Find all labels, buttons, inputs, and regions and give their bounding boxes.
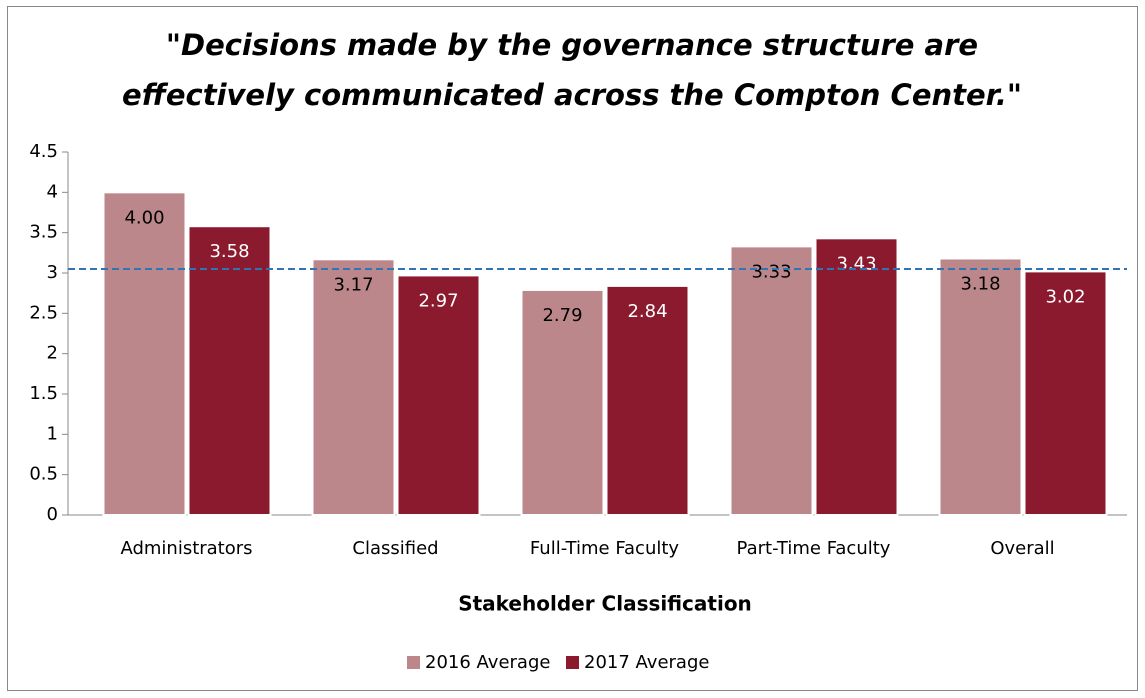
y-tick-label: 4: [47, 181, 58, 202]
chart-title: effectively communicated across the Comp…: [122, 78, 1022, 112]
y-tick-label: 4.5: [29, 141, 58, 162]
bar: [187, 225, 272, 516]
value-label: 4.00: [124, 207, 164, 228]
y-tick-label: 3: [47, 262, 58, 283]
legend-label: 2016 Average: [425, 652, 550, 673]
x-axis-label: Stakeholder Classification: [458, 592, 752, 616]
bar: [102, 191, 187, 516]
bar: [938, 257, 1023, 516]
bar: [814, 237, 899, 517]
x-tick-label: Part-Time Faculty: [737, 538, 891, 559]
y-tick-label: 0.5: [29, 464, 58, 485]
y-tick-label: 1: [47, 423, 58, 444]
bar: [520, 288, 605, 516]
value-label: 3.18: [960, 273, 1000, 294]
chart-title: "Decisions made by the governance struct…: [166, 28, 978, 62]
y-tick-label: 0: [47, 504, 58, 525]
value-label: 3.58: [209, 241, 249, 262]
bar: [1023, 270, 1108, 516]
value-label: 3.17: [333, 274, 373, 295]
bar: [311, 258, 396, 516]
value-label: 2.79: [542, 305, 582, 326]
value-label: 3.43: [836, 253, 876, 274]
x-tick-label: Administrators: [120, 538, 252, 559]
y-tick-label: 2.5: [29, 302, 58, 323]
y-tick-label: 2: [47, 343, 58, 364]
bar: [729, 245, 814, 516]
x-tick-label: Full-Time Faculty: [530, 538, 679, 559]
legend-swatch: [566, 656, 579, 669]
value-label: 2.84: [627, 301, 667, 322]
y-tick-label: 1.5: [29, 383, 58, 404]
x-tick-label: Overall: [990, 538, 1054, 559]
x-tick-label: Classified: [352, 538, 438, 559]
bar: [605, 284, 690, 517]
value-label: 3.02: [1045, 286, 1085, 307]
value-label: 2.97: [418, 290, 458, 311]
value-label: 3.33: [751, 261, 791, 282]
y-tick-label: 3.5: [29, 222, 58, 243]
legend-swatch: [407, 656, 420, 669]
legend-label: 2017 Average: [584, 652, 709, 673]
bar: [396, 274, 481, 517]
